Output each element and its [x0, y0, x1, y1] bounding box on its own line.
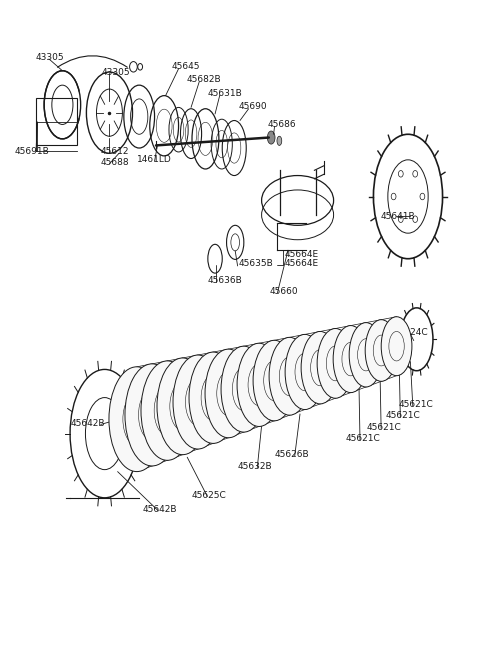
Ellipse shape	[221, 346, 266, 432]
Text: 45682B: 45682B	[186, 75, 221, 84]
Ellipse shape	[189, 352, 238, 443]
Text: 45612: 45612	[101, 147, 129, 157]
Text: 45622B: 45622B	[323, 369, 357, 378]
Ellipse shape	[205, 349, 252, 438]
Ellipse shape	[237, 343, 281, 426]
Text: 45621C: 45621C	[386, 411, 420, 421]
Ellipse shape	[173, 355, 223, 449]
Text: 43305: 43305	[36, 53, 65, 62]
Text: 45688: 45688	[101, 158, 130, 167]
Ellipse shape	[253, 341, 296, 421]
Ellipse shape	[141, 361, 194, 460]
Text: 45642B: 45642B	[71, 419, 106, 428]
Text: 45686: 45686	[268, 120, 297, 129]
Text: 45623T: 45623T	[293, 379, 327, 388]
Ellipse shape	[109, 367, 165, 472]
Text: 45635B: 45635B	[239, 259, 274, 268]
Text: 45632B: 45632B	[237, 462, 272, 471]
Text: 45625C: 45625C	[192, 491, 227, 500]
Text: 45664E: 45664E	[284, 259, 318, 268]
Ellipse shape	[301, 331, 339, 404]
Ellipse shape	[157, 358, 208, 455]
Text: 43305: 43305	[102, 67, 131, 77]
Text: 45624C: 45624C	[394, 328, 428, 337]
Ellipse shape	[277, 136, 282, 145]
Text: 45650B: 45650B	[183, 415, 218, 424]
Text: 45641B: 45641B	[380, 212, 415, 221]
Text: 45621C: 45621C	[367, 422, 401, 432]
Text: 45621C: 45621C	[398, 400, 433, 409]
Text: 45664E: 45664E	[284, 250, 318, 259]
Text: 45636B: 45636B	[207, 276, 242, 285]
Text: 45622B: 45622B	[375, 346, 410, 355]
Text: 45631B: 45631B	[207, 88, 242, 98]
Ellipse shape	[381, 317, 412, 376]
Text: 45633B: 45633B	[225, 402, 259, 411]
Text: 45637B: 45637B	[145, 423, 180, 432]
Ellipse shape	[349, 323, 383, 387]
Text: 45645: 45645	[172, 62, 200, 71]
Ellipse shape	[365, 320, 397, 381]
Text: 45691B: 45691B	[14, 147, 49, 157]
Ellipse shape	[285, 335, 324, 409]
Ellipse shape	[267, 131, 275, 144]
Text: 45627B: 45627B	[265, 390, 300, 399]
Ellipse shape	[269, 337, 310, 415]
Ellipse shape	[317, 329, 354, 398]
Text: 45690: 45690	[239, 102, 268, 111]
Text: 45626B: 45626B	[275, 450, 309, 459]
Text: 45642B: 45642B	[143, 505, 178, 514]
Text: 45660: 45660	[270, 287, 299, 296]
Ellipse shape	[125, 364, 179, 466]
Text: 45621C: 45621C	[346, 434, 380, 443]
Text: 45622B: 45622B	[353, 357, 388, 366]
Ellipse shape	[333, 326, 368, 392]
Text: 1461LD: 1461LD	[137, 155, 171, 164]
